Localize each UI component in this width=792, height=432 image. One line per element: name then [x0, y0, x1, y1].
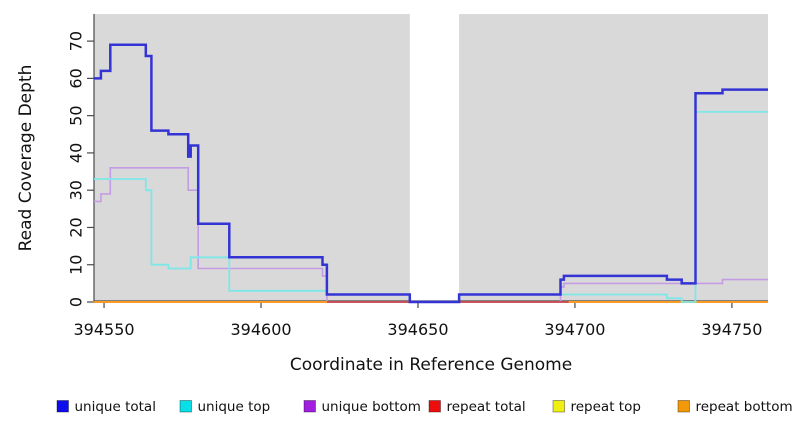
- zero-coverage-gap-band: [409, 14, 460, 301]
- x-axis-title: Coordinate in Reference Genome: [289, 355, 573, 375]
- legend-swatch-repeat-top: [552, 400, 565, 413]
- x-tick-label: 394700: [544, 320, 605, 339]
- legend-label-unique-bottom: unique bottom: [322, 399, 421, 415]
- y-tick-label: 50: [66, 105, 85, 125]
- legend-swatch-unique-bottom: [303, 400, 316, 413]
- y-tick-label: 20: [66, 217, 85, 237]
- legend-label-repeat-bottom: repeat bottom: [696, 399, 792, 415]
- x-tick-label: 394750: [701, 320, 762, 339]
- legend-swatch-unique-total: [56, 400, 69, 413]
- legend-label-repeat-total: repeat total: [447, 399, 526, 415]
- legend-swatch-unique-top: [179, 400, 192, 413]
- x-tick-label: 394550: [74, 320, 135, 339]
- series-unique-total: [94, 43, 768, 304]
- legend-label-unique-total: unique total: [75, 399, 156, 415]
- y-tick-label: 30: [66, 180, 85, 200]
- y-tick-label: 0: [66, 297, 85, 307]
- series-unique-bottom: [94, 167, 768, 303]
- x-tick-label: 394650: [387, 320, 448, 339]
- y-tick-label: 40: [66, 143, 85, 163]
- legend-swatch-repeat-bottom: [677, 400, 690, 413]
- y-tick-label: 10: [66, 255, 85, 275]
- legend-label-unique-top: unique top: [198, 399, 271, 415]
- legend-label-repeat-top: repeat top: [571, 399, 641, 415]
- y-tick-label: 70: [66, 31, 85, 51]
- y-tick-label: 60: [66, 68, 85, 88]
- y-axis-title: Read Coverage Depth: [16, 64, 36, 252]
- x-tick-label: 394600: [230, 320, 291, 339]
- legend-swatch-repeat-total: [428, 400, 441, 413]
